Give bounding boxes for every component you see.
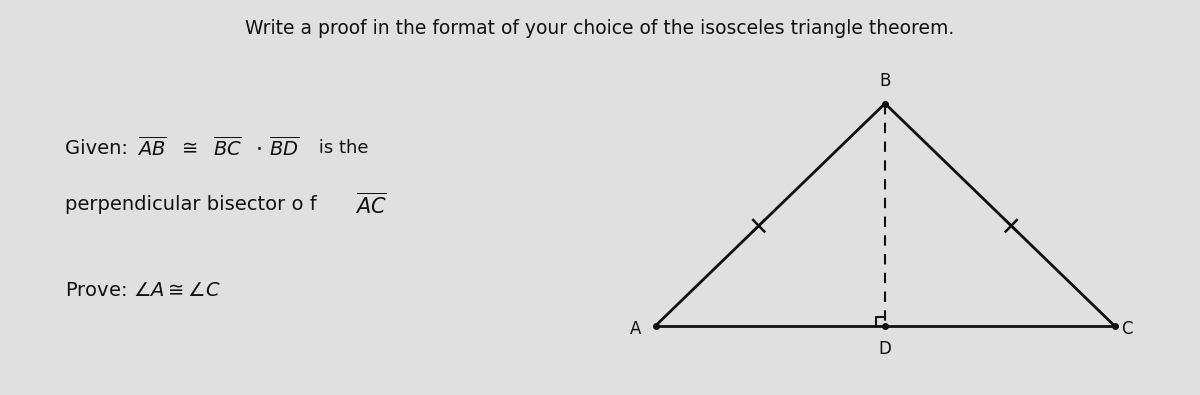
Text: C: C (1122, 320, 1133, 338)
Text: $\overline{BD}$: $\overline{BD}$ (269, 136, 299, 160)
Text: Prove: $\angle A \cong \angle C$: Prove: $\angle A \cong \angle C$ (65, 280, 221, 299)
Text: Given:: Given: (65, 139, 134, 158)
Text: D: D (878, 340, 892, 358)
Text: A: A (630, 320, 642, 338)
Text: $\cong$: $\cong$ (178, 139, 198, 158)
Text: Write a proof in the format of your choice of the isosceles triangle theorem.: Write a proof in the format of your choi… (245, 19, 955, 38)
Text: $\overline{AC}$: $\overline{AC}$ (355, 192, 386, 218)
Text: perpendicular bisector o f: perpendicular bisector o f (65, 196, 329, 214)
Text: $\overline{AB}$: $\overline{AB}$ (137, 136, 167, 160)
Text: $\overline{BC}$: $\overline{BC}$ (214, 136, 242, 160)
Text: $\cdot$: $\cdot$ (256, 138, 262, 158)
Text: is the: is the (313, 139, 368, 157)
Text: B: B (880, 71, 890, 90)
